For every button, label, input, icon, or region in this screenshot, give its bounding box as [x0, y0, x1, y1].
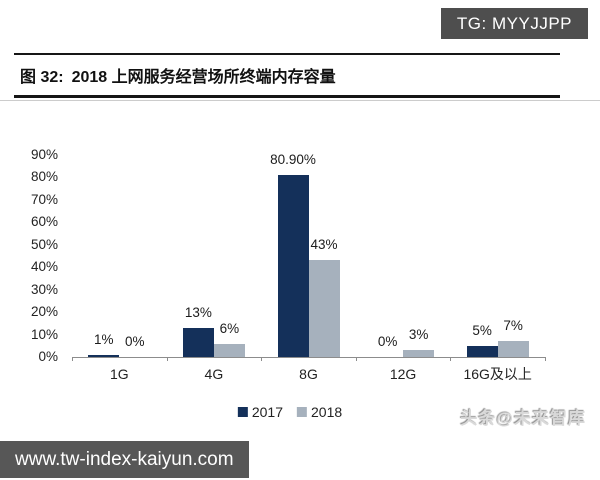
x-axis-category-label: 8G — [299, 366, 318, 382]
bar-2018-12G — [403, 350, 435, 357]
y-axis-tick-label: 90% — [30, 147, 58, 162]
header-rule-bottom — [14, 95, 560, 98]
tg-watermark-badge: TG: MYYJJPP — [440, 8, 588, 39]
bar-2018-4G — [213, 343, 245, 357]
figure-title-row: 图 32: 2018 上网服务经营场所终端内存容量 — [20, 63, 560, 87]
bar-value-label: 0% — [125, 334, 145, 349]
bar-value-label: 80.90% — [270, 152, 316, 168]
toutiao-watermark: 头条@未来智库 — [460, 409, 586, 428]
legend-swatch-2018 — [297, 407, 307, 417]
y-axis-tick-label: 10% — [30, 326, 58, 342]
x-axis-tick — [450, 357, 452, 361]
figure-number-label: 图 32: — [20, 69, 64, 86]
bar-2017-8G — [277, 175, 309, 357]
y-axis-tick-label: 50% — [30, 236, 58, 252]
url-watermark-badge: www.tw-index-kaiyun.com — [0, 441, 249, 478]
bar-2017-1G — [88, 354, 120, 357]
legend-item-2017: 2017 — [237, 404, 283, 420]
x-axis-tick — [261, 357, 263, 361]
figure-title: 2018 上网服务经营场所终端内存容量 — [71, 69, 336, 86]
bar-value-label: 7% — [503, 318, 523, 334]
bar-value-label: 43% — [310, 237, 338, 253]
x-axis-category-label: 1G — [109, 366, 129, 382]
x-axis-tick — [72, 357, 73, 361]
legend-label-2017: 2017 — [251, 404, 283, 420]
header-rule-top — [14, 53, 560, 55]
bar-value-label: 13% — [184, 304, 212, 320]
bar-value-label: 6% — [219, 320, 240, 336]
bar-value-label: 0% — [377, 334, 398, 349]
bar-value-label: 3% — [408, 327, 429, 343]
bar-value-label: 1% — [94, 331, 114, 347]
y-axis-tick-label: 0% — [38, 349, 58, 364]
x-axis-tick — [166, 357, 168, 361]
y-axis-tick-label: 30% — [30, 281, 58, 297]
bar-2017-4G — [182, 327, 214, 357]
y-axis-tick-label: 60% — [30, 214, 58, 230]
legend-item-2018: 2018 — [297, 404, 342, 420]
x-axis-tick — [355, 357, 357, 361]
chart-legend: 2017 2018 — [237, 404, 342, 420]
legend-swatch-2017 — [237, 407, 248, 417]
header-rule-faint — [0, 100, 600, 101]
x-axis-tick — [545, 357, 546, 361]
legend-label-2018: 2018 — [311, 404, 343, 420]
x-axis-category-label: 16G及以上 — [463, 366, 532, 382]
x-axis-category-label: 4G — [204, 366, 224, 382]
y-axis-tick-label: 40% — [30, 259, 58, 275]
bar-2018-16G及以上 — [497, 341, 529, 357]
bar-value-label: 5% — [472, 322, 492, 338]
y-axis-tick-label: 80% — [30, 169, 58, 185]
y-axis-tick-label: 20% — [30, 304, 58, 320]
bar-2018-8G — [308, 260, 340, 357]
x-axis-category-label: 12G — [389, 366, 417, 382]
y-axis-tick-label: 70% — [30, 191, 58, 207]
x-axis-line — [72, 357, 545, 358]
bar-2017-16G及以上 — [466, 345, 498, 357]
grouped-bar-chart: 0% 10% 20% 30% 40% 50% 60% 70% 80% 90% 1G 1% 0% 4G 13%… — [0, 145, 600, 395]
